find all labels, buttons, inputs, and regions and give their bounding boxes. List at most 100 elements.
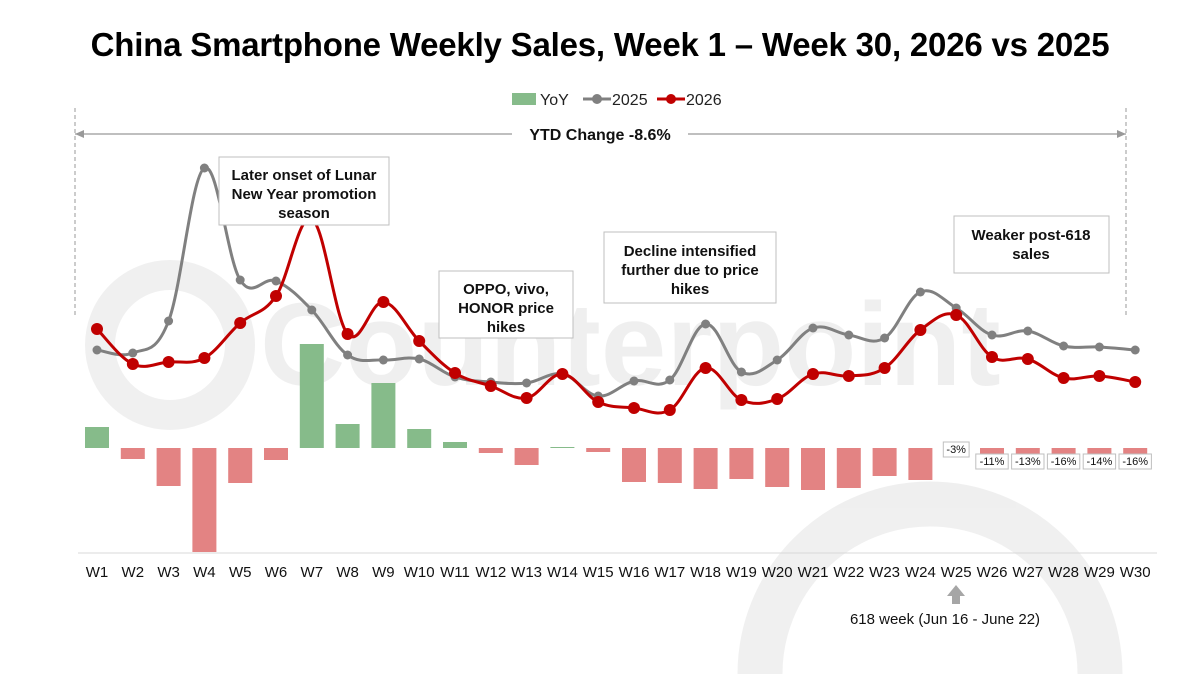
point-2026-w16 — [628, 402, 640, 414]
point-2025-w4 — [199, 163, 209, 173]
point-2025-w18 — [701, 319, 711, 329]
x-tick-w3: W3 — [157, 564, 180, 581]
yoy-bar-w4 — [192, 448, 217, 552]
point-2026-w12 — [484, 380, 497, 392]
legend-label-yoy: YoY — [540, 92, 569, 109]
svg-text:-16%: -16% — [1122, 456, 1148, 468]
x-tick-w19: W19 — [726, 564, 757, 581]
point-2026-w27 — [1021, 353, 1034, 365]
point-2026-w1 — [91, 323, 103, 335]
annotation-decline-intensified: Decline intensified further due to price h… — [603, 231, 777, 304]
point-2026-w19 — [735, 394, 748, 406]
yoy-bar-w2 — [120, 448, 145, 459]
x-tick-w1: W1 — [86, 564, 109, 581]
point-2025-w16 — [629, 376, 639, 386]
x-tick-w29: W29 — [1084, 564, 1115, 581]
footnote-618-week: 618 week (Jun 16 - June 22) — [850, 611, 1040, 628]
point-2025-w10 — [414, 354, 424, 364]
point-2026-w20 — [771, 393, 784, 405]
point-2026-w29 — [1093, 370, 1106, 382]
x-tick-w12: W12 — [475, 564, 506, 581]
point-2025-w5 — [235, 275, 245, 285]
yoy-data-label-w29: -14% — [1082, 453, 1117, 470]
point-2025-w8 — [343, 350, 353, 360]
point-2026-w6 — [270, 290, 282, 302]
point-2025-w9 — [378, 355, 388, 365]
yoy-bar-w15 — [586, 448, 611, 452]
point-2026-w18 — [699, 362, 712, 374]
point-2025-w17 — [665, 375, 675, 385]
annotation-weaker-post-618: Weaker post-618 sales — [953, 215, 1110, 274]
yoy-bar-w16 — [622, 448, 646, 482]
x-tick-w27: W27 — [1012, 564, 1043, 581]
point-2026-w22 — [842, 370, 855, 382]
ytd-indicator: YTD Change -8.6% — [74, 108, 1127, 318]
yoy-bar-w8 — [335, 424, 360, 448]
yoy-bar-w21 — [801, 448, 825, 490]
annotation-lunar-new-year: Later onset of Lunar New Year promotion se… — [218, 156, 390, 226]
yoy-data-label-w28: -16% — [1046, 453, 1081, 470]
point-2026-w10 — [413, 335, 426, 347]
point-2025-w20 — [772, 355, 782, 365]
point-2026-w24 — [914, 324, 927, 336]
point-2025-w29 — [1094, 342, 1104, 352]
point-2026-w5 — [234, 317, 247, 329]
up-arrow-icon — [947, 585, 965, 604]
point-2026-w26 — [986, 351, 998, 363]
svg-text:-16%: -16% — [1051, 456, 1077, 468]
point-2026-w8 — [341, 328, 354, 340]
point-2025-w21 — [808, 323, 818, 333]
point-2025-w3 — [164, 316, 174, 326]
svg-text:-3%: -3% — [946, 444, 966, 456]
point-2026-w30 — [1129, 376, 1142, 388]
yoy-bar-w6 — [264, 448, 288, 460]
point-2025-w7 — [307, 305, 317, 315]
point-2026-w4 — [198, 352, 211, 364]
x-tick-w16: W16 — [619, 564, 650, 581]
yoy-bar-w9 — [371, 383, 396, 448]
yoy-bar-w17 — [657, 448, 682, 483]
point-2026-w23 — [878, 362, 891, 374]
yoy-bar-w11 — [443, 442, 467, 448]
marker-618-week: 618 week (Jun 16 - June 22) — [850, 585, 1040, 628]
point-2025-w19 — [736, 367, 746, 377]
yoy-bar-w12 — [478, 448, 503, 453]
point-2026-w17 — [663, 404, 676, 416]
point-2026-w14 — [556, 368, 569, 380]
yoy-bar-w14 — [550, 447, 575, 448]
x-tick-w21: W21 — [798, 564, 829, 581]
yoy-bar-w20 — [765, 448, 790, 487]
x-tick-w9: W9 — [372, 564, 395, 581]
point-2025-w30 — [1130, 345, 1140, 355]
point-2025-w2 — [128, 348, 138, 358]
point-2025-w6 — [271, 276, 281, 286]
x-tick-w8: W8 — [336, 564, 359, 581]
legend-swatch-yoy — [512, 93, 536, 105]
yoy-data-label-w25: -3% — [942, 441, 970, 458]
ytd-label: YTD Change -8.6% — [529, 127, 670, 144]
legend-label-2025: 2025 — [612, 92, 648, 109]
x-tick-w6: W6 — [265, 564, 288, 581]
point-2026-w15 — [592, 396, 605, 408]
x-tick-w11: W11 — [440, 564, 470, 581]
x-tick-w7: W7 — [301, 564, 324, 581]
yoy-bar-w23 — [872, 448, 897, 476]
point-2026-w11 — [449, 367, 461, 379]
x-tick-w26: W26 — [977, 564, 1008, 581]
svg-text:-11%: -11% — [980, 456, 1005, 468]
point-2025-w28 — [1059, 341, 1069, 351]
yoy-bar-w5 — [228, 448, 253, 483]
svg-text:-13%: -13% — [1015, 456, 1041, 468]
yoy-bar-w18 — [693, 448, 718, 489]
yoy-bar-w13 — [514, 448, 539, 465]
annotation-price-hikes: OPPO, vivo, HONOR price hikes — [438, 270, 574, 339]
x-tick-w2: W2 — [122, 564, 145, 581]
x-tick-w28: W28 — [1048, 564, 1079, 581]
point-2025-w23 — [880, 333, 890, 343]
yoy-bar-w3 — [156, 448, 181, 486]
yoy-data-label-w30: -16% — [1118, 453, 1152, 470]
x-tick-w20: W20 — [762, 564, 793, 581]
x-tick-w25: W25 — [941, 564, 972, 581]
